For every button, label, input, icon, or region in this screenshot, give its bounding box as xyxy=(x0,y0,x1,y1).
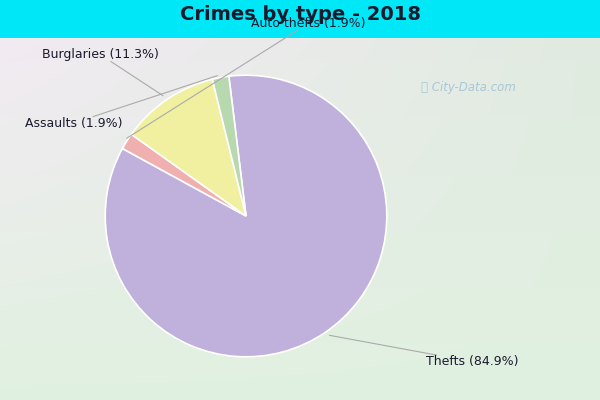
Wedge shape xyxy=(122,134,246,216)
Wedge shape xyxy=(105,75,387,357)
Text: ⓘ City-Data.com: ⓘ City-Data.com xyxy=(421,82,515,94)
Wedge shape xyxy=(212,76,246,216)
Text: Auto thefts (1.9%): Auto thefts (1.9%) xyxy=(127,17,365,138)
Text: Burglaries (11.3%): Burglaries (11.3%) xyxy=(43,48,163,96)
Text: Assaults (1.9%): Assaults (1.9%) xyxy=(25,76,217,130)
Wedge shape xyxy=(131,79,246,216)
Text: Crimes by type - 2018: Crimes by type - 2018 xyxy=(179,4,421,24)
Text: Thefts (84.9%): Thefts (84.9%) xyxy=(329,335,518,368)
